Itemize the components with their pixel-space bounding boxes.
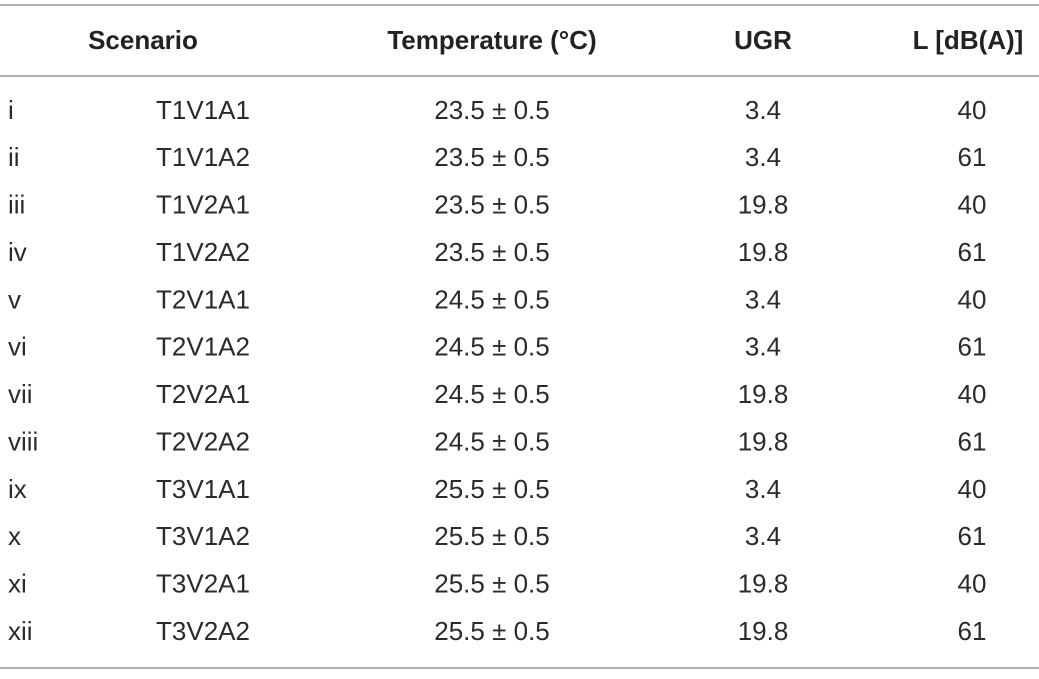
table-cell: x	[8, 521, 21, 551]
table-cell: 61	[958, 426, 987, 456]
table-cell: 23.5 ± 0.5	[434, 237, 549, 267]
table-cell: i	[8, 95, 14, 125]
table-cell: 3.4	[745, 284, 781, 314]
table-cell: 40	[958, 284, 987, 314]
table-cell: T3V2A2	[156, 616, 250, 646]
table-cell: 24.5 ± 0.5	[434, 426, 549, 456]
table-cell: 61	[958, 237, 987, 267]
table-cell: T1V2A1	[156, 190, 250, 220]
table-cell: 3.4	[745, 474, 781, 504]
table-cell: 19.8	[738, 569, 789, 599]
table-cell: 3.4	[745, 142, 781, 172]
table-cell: 19.8	[738, 616, 789, 646]
table-cell: vii	[8, 379, 33, 409]
table-cell: 19.8	[738, 237, 789, 267]
table-cell: T2V2A1	[156, 379, 250, 409]
table-cell: 3.4	[745, 332, 781, 362]
table-cell: T2V2A2	[156, 426, 250, 456]
table-cell: v	[8, 284, 21, 314]
table-cell: 61	[958, 332, 987, 362]
table-cell: 25.5 ± 0.5	[434, 616, 549, 646]
table-cell: 25.5 ± 0.5	[434, 521, 549, 551]
table-cell: 23.5 ± 0.5	[434, 190, 549, 220]
table-cell: 24.5 ± 0.5	[434, 284, 549, 314]
table-cell: 23.5 ± 0.5	[434, 142, 549, 172]
table-cell: viii	[8, 426, 38, 456]
table-cell: 40	[958, 95, 987, 125]
table-cell: 24.5 ± 0.5	[434, 332, 549, 362]
table-cell: 40	[958, 190, 987, 220]
header-cell: UGR	[734, 25, 792, 55]
table-cell: T1V1A1	[156, 95, 250, 125]
table-cell: T3V1A2	[156, 521, 250, 551]
table-cell: T1V2A2	[156, 237, 250, 267]
table-cell: 24.5 ± 0.5	[434, 379, 549, 409]
table-cell: iv	[8, 237, 27, 267]
table-cell: vi	[8, 332, 27, 362]
table-cell: ii	[8, 142, 20, 172]
table-cell: 3.4	[745, 95, 781, 125]
table-cell: T3V1A1	[156, 474, 250, 504]
table-cell: 25.5 ± 0.5	[434, 474, 549, 504]
table-cell: T2V1A2	[156, 332, 250, 362]
table-cell: 40	[958, 569, 987, 599]
table-cell: 40	[958, 379, 987, 409]
header-cell: L [dB(A)]	[913, 25, 1024, 55]
table-cell: 61	[958, 521, 987, 551]
header-cell: Scenario	[88, 25, 198, 55]
table-cell: T3V2A1	[156, 569, 250, 599]
table-cell: ix	[8, 474, 27, 504]
table-cell: 25.5 ± 0.5	[434, 569, 549, 599]
table-cell: iii	[8, 190, 25, 220]
table-cell: xi	[8, 569, 27, 599]
header-cell: Temperature (°C)	[387, 25, 596, 55]
table-cell: 61	[958, 616, 987, 646]
table-cell: xii	[8, 616, 33, 646]
table-cell: 23.5 ± 0.5	[434, 95, 549, 125]
table-cell: 19.8	[738, 190, 789, 220]
table-cell: 61	[958, 142, 987, 172]
table-cell: 3.4	[745, 521, 781, 551]
table-cell: T2V1A1	[156, 284, 250, 314]
table-cell: 40	[958, 474, 987, 504]
table-cell: 19.8	[738, 426, 789, 456]
table-cell: T1V1A2	[156, 142, 250, 172]
table-cell: 19.8	[738, 379, 789, 409]
